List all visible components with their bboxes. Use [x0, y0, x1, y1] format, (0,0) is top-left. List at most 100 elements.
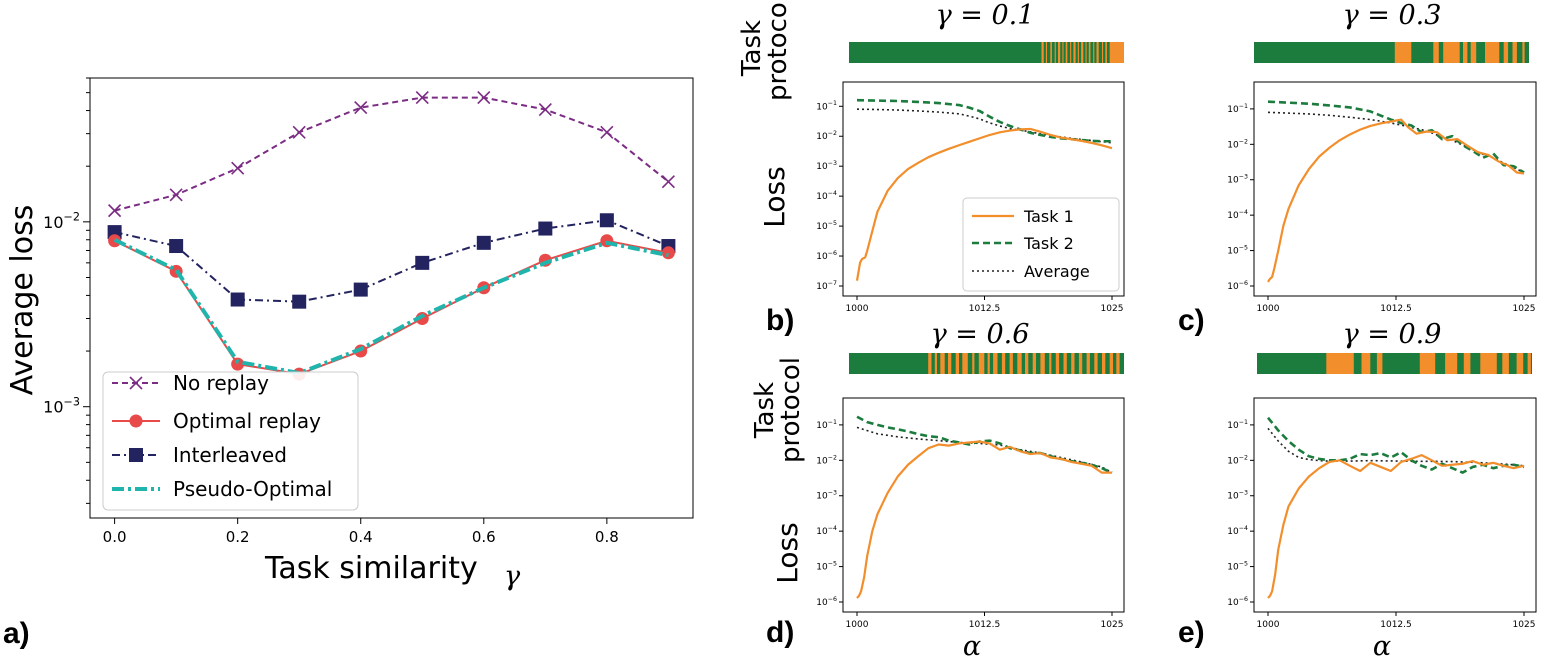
row-top-loss-label: Loss — [758, 166, 791, 227]
chart-a: 0.0 0.2 0.4 0.6 0.810−310−2 Task similarity … — [5, 77, 694, 592]
chart-b-series-task-1 — [855, 127, 1113, 281]
chart-a-frame — [89, 77, 694, 519]
chart-c-protocol-task1-segment — [1512, 42, 1517, 63]
chart-d-frame — [842, 397, 1125, 613]
chart-d-ytick-label: 10−4 — [816, 525, 837, 537]
chart-e-xtick-label: 1025 — [1513, 620, 1536, 630]
chart-c-ytick-label: 10−4 — [1227, 209, 1248, 221]
chart-b-protocol-task1-segment — [1070, 42, 1072, 63]
chart-c-xtick-label: 1000 — [1257, 304, 1280, 314]
chart-d-xtick-label: 1012.5 — [969, 620, 1001, 630]
chart-a-ytick-label: 10−2 — [43, 211, 80, 232]
chart-d-protocol-task1-segment — [1109, 353, 1113, 374]
chart-d-protocol-task1-segment — [948, 353, 952, 374]
chart-a-point-no-replay — [354, 101, 368, 115]
panel-label-a: a) — [3, 617, 30, 650]
chart-a-ytick-label: 10−3 — [43, 396, 80, 417]
chart-b-protocol-task1-segment — [1081, 42, 1084, 63]
chart-d-ytick-label: 10−1 — [816, 419, 837, 431]
chart-d-xtick-label: 1025 — [1101, 620, 1124, 630]
chart-d-protocol-task1-segment — [962, 353, 968, 374]
chart-d-protocol-task1-segment — [1071, 353, 1075, 374]
chart-a-point-interleaved — [476, 235, 491, 250]
chart-a-point-optimal — [415, 312, 429, 326]
chart-b-protocol-task1-segment — [1062, 42, 1064, 63]
chart-b-protocol-task1-segment — [1093, 42, 1095, 63]
chart-a-xtick-label: 0.2 — [226, 528, 250, 546]
chart-d-protocol-task1-segment — [1032, 353, 1036, 374]
chart-d-protocol-bar — [849, 353, 1124, 374]
chart-b-xtick-label: 1012.5 — [969, 304, 1001, 314]
chart-c-xtick-label: 1025 — [1513, 304, 1536, 314]
chart-e-xlabel: α — [1373, 631, 1391, 659]
chart-a-xtick-label: 0.4 — [349, 528, 373, 546]
chart-e-xtick-label: 1012.5 — [1380, 620, 1412, 630]
chart-a-xtick-label: 0.8 — [595, 528, 619, 546]
chart-d-protocol-task1-segment — [940, 353, 945, 374]
legend-b-label-2: Average — [1024, 262, 1090, 281]
chart-a-xlabel-symbol: γ — [504, 561, 521, 592]
chart-b-protocol-task1-segment — [1058, 42, 1061, 63]
chart-d-protocol-task1-segment — [1001, 353, 1006, 374]
chart-a-point-interleaved — [415, 255, 430, 270]
chart-d-protocol-task1-segment — [1102, 353, 1106, 374]
chart-c-protocol-bar — [1254, 42, 1529, 63]
chart-b-protocol-task1-segment — [1102, 42, 1104, 63]
chart-d-protocol-task1-segment — [1078, 353, 1083, 374]
chart-c-gamma: γ = 0.3 — [1343, 0, 1442, 31]
chart-a-series-line-3 — [113, 237, 669, 376]
legend-a-marker — [129, 376, 143, 390]
chart-a-point-interleaved — [599, 213, 614, 228]
chart-e-protocol-task1-segment — [1419, 353, 1436, 374]
chart-e-ytick-label: 10−1 — [1227, 419, 1248, 431]
chart-b-protocol-task1-segment — [1088, 42, 1091, 63]
chart-a-point-interleaved — [292, 294, 307, 309]
chart-c-ytick-label: 10−1 — [1227, 103, 1248, 115]
chart-c-series-task-1 — [1267, 118, 1525, 283]
chart-a-point-no-replay — [231, 161, 245, 175]
legend-b-label-1: Task 2 — [1023, 234, 1074, 253]
legend-a-label-0: No replay — [173, 371, 269, 395]
chart-a-point-no-replay — [108, 204, 122, 218]
chart-e-ytick-label: 10−6 — [1227, 596, 1248, 608]
chart-d-ytick-label: 10−3 — [816, 490, 837, 502]
chart-e-protocol-task1-segment — [1361, 353, 1371, 374]
chart-d-protocol-task1-segment — [1009, 353, 1013, 374]
chart-c-protocol-task1-segment — [1470, 42, 1477, 63]
chart-b-ytick-label: 10−5 — [816, 220, 837, 232]
chart-b-ytick-label: 10−7 — [816, 280, 837, 292]
chart-d-protocol-task1-segment — [987, 353, 990, 374]
chart-d-series-task-1 — [856, 440, 1112, 599]
chart-a-point-no-replay — [600, 125, 614, 139]
chart-b-ytick-label: 10−6 — [816, 250, 837, 262]
chart-b-gamma: γ = 0.1 — [936, 0, 1035, 31]
chart-d-protocol-task1-segment — [1116, 353, 1120, 374]
chart-a-xtick-label: 0.6 — [472, 528, 496, 546]
chart-d-protocol-task1-segment — [934, 353, 937, 374]
row-bottom-protocol-label: Taskprotocol — [750, 357, 806, 463]
chart-a-xtick-label: 0.0 — [103, 528, 127, 546]
chart-c-series-task-2 — [1267, 100, 1525, 174]
panel-label-b: b) — [766, 304, 794, 337]
chart-d-xtick-label: 1000 — [846, 620, 869, 630]
chart-c-ytick-label: 10−6 — [1227, 280, 1248, 292]
chart-e-frame — [1253, 397, 1537, 613]
chart-b-xtick-label: 1025 — [1101, 304, 1124, 314]
chart-b-series-task-2 — [856, 98, 1112, 143]
chart-e-protocol-task1-segment — [1326, 353, 1354, 374]
chart-a-xlabel: Task similarity — [264, 551, 478, 586]
chart-d-protocol-task1-segment — [1094, 353, 1098, 374]
chart-a-legend: No replay Optimal replay Interleaved Pseudo… — [102, 371, 359, 511]
chart-a-series-line-1 — [114, 239, 669, 376]
chart-e-series-task-1 — [1267, 454, 1525, 599]
chart-d-protocol-task1-segment — [1055, 353, 1060, 374]
chart-c-protocol-task1-segment — [1503, 42, 1509, 63]
chart-d-series-average — [856, 426, 1113, 474]
chart-d-protocol-task1-segment — [1017, 353, 1022, 374]
chart-a-point-optimal — [231, 357, 245, 371]
chart-b-protocol-task1-segment — [1096, 42, 1099, 63]
chart-a-point-interleaved — [169, 239, 184, 254]
legend-a-marker — [129, 414, 143, 428]
panel-label-c: c) — [1178, 304, 1205, 337]
